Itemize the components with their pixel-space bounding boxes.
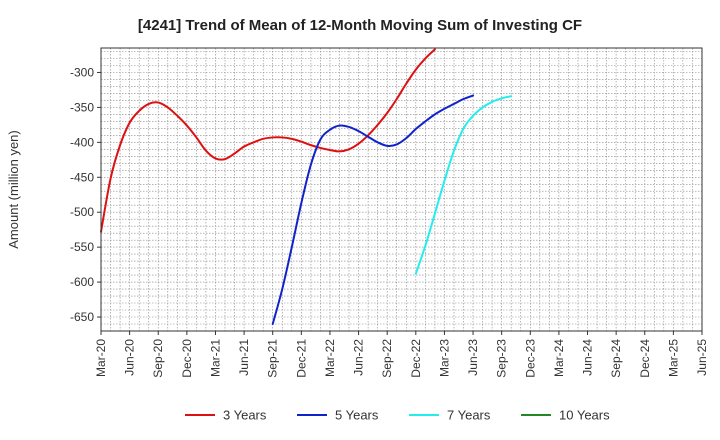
x-tick-label: Sep-21 bbox=[266, 339, 280, 378]
y-axis-label: Amount (million yen) bbox=[6, 130, 21, 249]
x-tick-label: Mar-23 bbox=[437, 339, 451, 377]
legend-label-7-years: 7 Years bbox=[447, 408, 491, 423]
x-tick-label: Mar-24 bbox=[552, 339, 566, 377]
series-lines bbox=[100, 48, 513, 326]
y-tick-label: -550 bbox=[70, 240, 94, 254]
y-axis-ticks: -300 -350 -400 -450 -500 -550 -600 -650 bbox=[70, 65, 101, 324]
x-tick-label: Dec-21 bbox=[294, 339, 308, 378]
x-tick-label: Jun-24 bbox=[581, 339, 595, 376]
x-tick-label: Mar-22 bbox=[323, 339, 337, 377]
x-tick-label: Mar-25 bbox=[666, 339, 680, 377]
series-line-3-years bbox=[100, 48, 436, 233]
x-tick-label: Sep-20 bbox=[151, 339, 165, 378]
x-tick-label: Mar-20 bbox=[94, 339, 108, 377]
y-tick-label: -600 bbox=[70, 275, 94, 289]
y-tick-label: -450 bbox=[70, 170, 94, 184]
x-tick-label: Sep-22 bbox=[380, 339, 394, 378]
legend-label-10-years: 10 Years bbox=[559, 408, 610, 423]
x-tick-label: Dec-23 bbox=[523, 339, 537, 378]
x-tick-label: Sep-23 bbox=[495, 339, 509, 378]
x-tick-label: Sep-24 bbox=[609, 339, 623, 378]
legend-label-5-years: 5 Years bbox=[335, 408, 379, 423]
x-tick-label: Jun-21 bbox=[237, 339, 251, 376]
y-tick-label: -650 bbox=[70, 310, 94, 324]
x-tick-label: Jun-23 bbox=[466, 339, 480, 376]
y-tick-label: -400 bbox=[70, 135, 94, 149]
y-tick-label: -350 bbox=[70, 100, 94, 114]
x-tick-label: Mar-21 bbox=[208, 339, 222, 377]
legend: 3 Years 5 Years 7 Years 10 Years bbox=[185, 408, 610, 423]
x-tick-label: Dec-24 bbox=[638, 339, 652, 378]
x-tick-label: Jun-25 bbox=[695, 339, 709, 376]
x-tick-label: Jun-22 bbox=[352, 339, 366, 376]
x-axis-ticks: Mar-20 Jun-20 Sep-20 Dec-20 Mar-21 Jun-21 Sep-… bbox=[94, 331, 709, 378]
series-line-7-years bbox=[414, 95, 513, 275]
y-tick-label: -300 bbox=[70, 65, 94, 79]
legend-label-3-years: 3 Years bbox=[223, 408, 267, 423]
plot-area-frame bbox=[100, 47, 703, 332]
chart-title: [4241] Trend of Mean of 12-Month Moving … bbox=[138, 17, 582, 34]
x-tick-label: Jun-20 bbox=[123, 339, 137, 376]
x-tick-label: Dec-20 bbox=[180, 339, 194, 378]
series-line-5-years bbox=[271, 94, 475, 326]
grid bbox=[101, 48, 702, 332]
x-tick-label: Dec-22 bbox=[409, 339, 423, 378]
y-tick-label: -500 bbox=[70, 205, 94, 219]
